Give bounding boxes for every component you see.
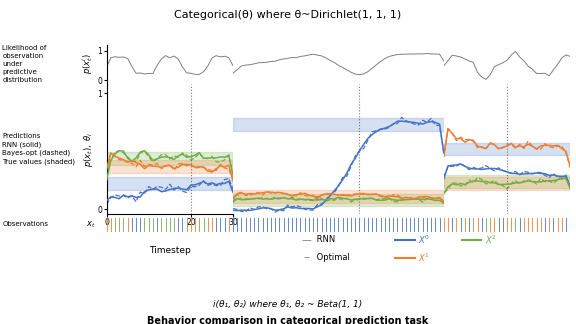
Y-axis label: $p(x_t),\ \theta_i$: $p(x_t),\ \theta_i$ — [82, 132, 94, 167]
Text: Timestep: Timestep — [149, 246, 191, 255]
Text: —: — — [301, 235, 311, 245]
Bar — [107, 178, 233, 190]
Bar — [444, 178, 570, 190]
Bar — [233, 118, 444, 131]
Text: --: -- — [304, 253, 311, 262]
Bar — [107, 152, 233, 165]
Text: $X^1$: $X^1$ — [419, 251, 430, 264]
Text: Optimal: Optimal — [314, 253, 350, 262]
Bar — [233, 190, 444, 203]
Text: Likelihood of
observation
under
predictive
distribution: Likelihood of observation under predicti… — [2, 45, 47, 83]
Y-axis label: $p(x_t^i)$: $p(x_t^i)$ — [80, 54, 94, 74]
Text: i(θ₁, θ₂) where θ₁, θ₂ ~ Beta(1, 1): i(θ₁, θ₂) where θ₁, θ₂ ~ Beta(1, 1) — [213, 300, 363, 309]
Text: RNN: RNN — [314, 235, 335, 244]
Text: $X^2$: $X^2$ — [485, 234, 497, 246]
Text: $x_t$: $x_t$ — [86, 219, 96, 230]
Bar — [233, 194, 444, 206]
Text: $X^0$: $X^0$ — [419, 234, 431, 246]
Text: Categorical(θ) where θ~Dirichlet(1, 1, 1): Categorical(θ) where θ~Dirichlet(1, 1, 1… — [175, 10, 401, 20]
Text: Observations: Observations — [2, 221, 48, 227]
Text: Behavior comparison in categorical prediction task: Behavior comparison in categorical predi… — [147, 316, 429, 324]
Bar — [444, 143, 570, 156]
Bar — [107, 160, 233, 173]
Bar — [444, 175, 570, 188]
Text: Predictions
RNN (solid)
Bayes-opt (dashed)
True values (shaded): Predictions RNN (solid) Bayes-opt (dashe… — [2, 133, 75, 165]
